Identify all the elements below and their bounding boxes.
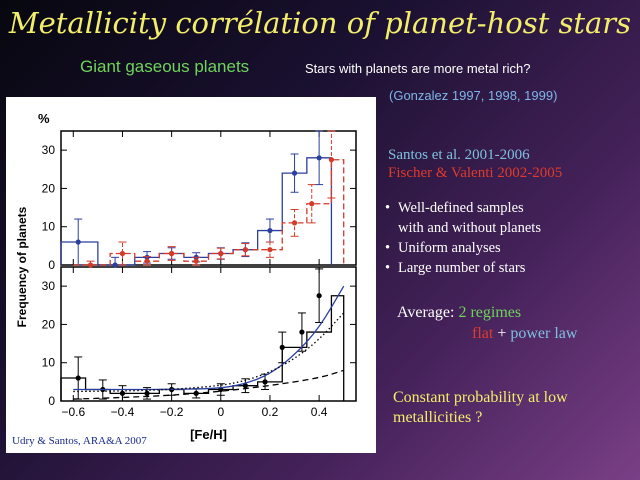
top-red-point [87,262,94,268]
fit-curve-dashed [73,369,344,400]
flat-label: flat [472,325,494,342]
top-red-point [309,201,315,207]
top-blue-point [291,170,298,176]
average-line: Average: 2 regimes [397,304,521,322]
bullet-item: Uniform analyses [385,238,541,258]
bottom-black-point [144,390,150,396]
bottom-y-tick-label: 30 [42,279,56,293]
bottom-black-point [279,344,285,350]
bullet-item: Well-defined samples [385,198,541,218]
regimes-description: flat + power law [472,325,577,343]
x-tick-label: −0.4 [111,405,135,419]
bottom-black-point [119,390,126,396]
fit-curve-solid [73,285,345,391]
top-red-point [169,250,175,257]
bottom-black-point [242,383,248,389]
bullet-item: Large number of stars [385,258,541,278]
average-label: Average: [397,304,455,321]
metallicity-chart: 0 10 20 30 0 10 20 30 −0.6 −0.4 −0.2 0 0.2 0.4% Freque… [15,111,357,442]
top-blue-point [112,262,118,268]
bullet-list: Well-defined samples with and without pl… [385,198,541,278]
power-law-label: power law [510,325,578,342]
x-axis-label: [Fe/H] [190,427,227,442]
top-red-point [218,250,224,257]
top-y-tick-label: 30 [42,143,56,157]
top-blue-histogram [60,157,333,266]
bottom-black-point [75,375,81,381]
top-blue-point [75,239,81,245]
top-red-point [267,247,273,253]
bottom-y-tick-label: 0 [48,394,55,408]
fit-curve-dotted [73,312,345,393]
reference-santos: Santos et al. 2001-2006 [388,147,530,163]
bottom-black-point [262,379,268,385]
bottom-y-tick-label: 20 [42,317,56,331]
x-tick-label: 0.4 [311,405,328,419]
slide-title: Metallicity corrélation of planet-host s… [8,6,632,40]
y-axis-label: Frequency of planets [15,206,29,327]
average-regimes: 2 regimes [458,304,522,321]
top-red-point [291,220,298,226]
top-red-point [144,258,150,264]
plus-sign: + [497,325,507,342]
subtitle-question: Stars with planets are more metal rich? [305,61,531,76]
x-tick-label: −0.6 [61,405,85,419]
top-red-point [119,250,126,257]
bullet-item-continued: with and without planets [398,220,541,236]
top-red-point [193,258,199,264]
top-panel-frame [60,130,357,266]
top-red-histogram [73,159,345,266]
top-red-point [242,247,248,253]
reference-gonzalez: (Gonzalez 1997, 1998, 1999) [389,88,558,103]
top-red-point [328,157,335,163]
subtitle-giant-planets: Giant gaseous planets [80,57,250,76]
x-tick-label: 0.2 [262,405,279,419]
top-blue-point [267,227,273,234]
bottom-y-tick-label: 10 [42,356,56,370]
reference-fischer: Fischer & Valenti 2002-2005 [388,165,563,181]
top-blue-point [316,155,322,161]
chart-credit: Udry & Santos, ARA&A 2007 [12,435,147,447]
top-y-tick-label: 0 [48,258,55,272]
bottom-panel-frame [60,266,357,402]
y-unit-label: % [38,111,50,126]
chart-panel: 0 10 20 30 0 10 20 30 −0.6 −0.4 −0.2 0 0.2 0.4% Freque… [6,97,376,453]
x-tick-label: 0 [217,405,224,419]
top-y-tick-label: 20 [42,181,56,195]
bottom-black-point [316,293,322,299]
top-y-tick-label: 10 [42,220,56,234]
x-tick-label: −0.2 [160,405,184,419]
constant-probability-question: Constant probability at low metallicitie… [393,389,568,426]
bottom-black-point [299,329,305,335]
